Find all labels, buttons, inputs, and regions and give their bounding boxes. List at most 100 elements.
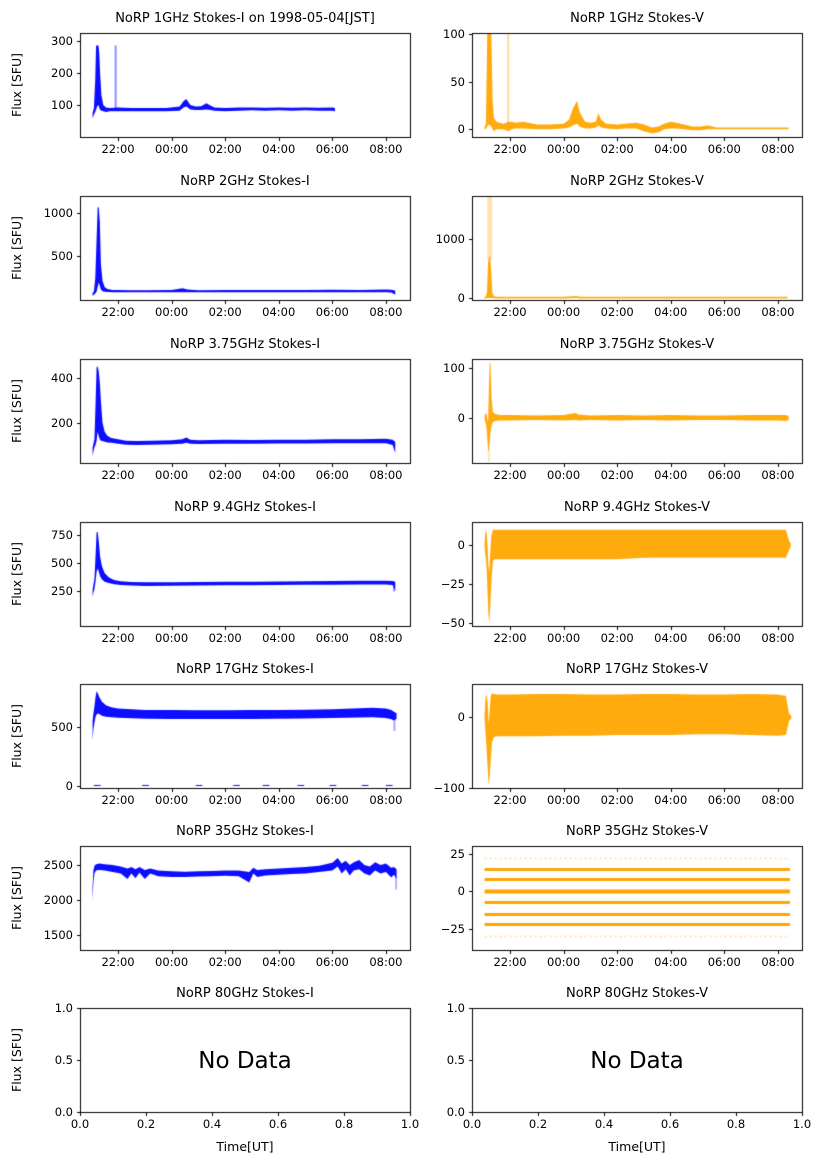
x-tick-label: 02:00	[208, 955, 242, 969]
x-tick-label: 02:00	[208, 468, 242, 482]
plot-area	[0, 0, 413, 163]
subplot-cell: NoRP 80GHz Stokes-V Time[UT] No Data 0.0…	[413, 975, 827, 1169]
subplot-cell: NoRP 9.4GHz Stokes-I Flux [SFU] 22:00 00:…	[0, 489, 413, 652]
x-tick-label: 08:00	[761, 955, 795, 969]
x-tick-label: 0.4	[594, 1117, 614, 1131]
x-axis-label: Time[UT]	[608, 1139, 666, 1154]
x-tick-label: 06:00	[707, 142, 741, 156]
x-tick-label: 04:00	[262, 631, 296, 645]
y-tick-label: 500	[51, 249, 73, 264]
x-tick-label: 06:00	[315, 631, 349, 645]
subplot-cell: NoRP 17GHz Stokes-I Flux [SFU] 22:00 00:0…	[0, 651, 413, 814]
x-tick-label: 00:00	[155, 468, 189, 482]
x-tick-label: 02:00	[600, 631, 634, 645]
x-tick-label: 22:00	[493, 631, 527, 645]
x-tick-label: 00:00	[547, 468, 581, 482]
x-tick-label: 02:00	[600, 468, 634, 482]
plot-title: NoRP 17GHz Stokes-V	[566, 662, 708, 677]
x-tick-label: 06:00	[315, 142, 349, 156]
x-tick-label: 0.0	[70, 1117, 90, 1131]
x-tick-label: 02:00	[600, 793, 634, 807]
y-tick-label: 250	[51, 583, 73, 598]
no-data-text: No Data	[198, 1048, 292, 1074]
plot-area	[413, 163, 827, 326]
subplot-cell: NoRP 35GHz Stokes-V 22:00 00:00 02:00 04:00…	[413, 813, 827, 976]
x-tick-label: 0.6	[660, 1117, 680, 1131]
y-tick-label: 1000	[43, 205, 73, 220]
plot-title: NoRP 80GHz Stokes-V	[566, 986, 708, 1001]
x-tick-label: 22:00	[493, 142, 527, 156]
plot-title: NoRP 3.75GHz Stokes-I	[169, 337, 321, 352]
y-axis-label: Flux [SFU]	[9, 379, 24, 443]
y-tick-label: 2000	[43, 893, 73, 908]
y-tick-label: 0.0	[54, 1105, 73, 1119]
x-tick-label: 00:00	[547, 631, 581, 645]
y-tick-label: 200	[51, 65, 73, 80]
x-tick-label: 0.4	[202, 1117, 222, 1131]
y-tick-label: 0.5	[446, 1053, 465, 1067]
x-tick-label: 08:00	[761, 793, 795, 807]
y-tick-label: −100	[433, 781, 465, 795]
x-tick-label: 06:00	[315, 305, 349, 319]
subplot-cell: NoRP 17GHz Stokes-V 22:00 00:00 02:00 04:00…	[413, 651, 827, 814]
y-tick-label: 0	[457, 538, 465, 553]
x-tick-label: 1.0	[792, 1117, 812, 1131]
plot-title: NoRP 3.75GHz Stokes-V	[559, 337, 715, 352]
x-tick-label: 04:00	[654, 468, 688, 482]
x-tick-label: 02:00	[600, 305, 634, 319]
x-tick-label: 00:00	[155, 955, 189, 969]
subplot-cell: NoRP 9.4GHz Stokes-V 22:00 00:00 02:00 04:0…	[413, 489, 827, 652]
x-tick-label: 06:00	[707, 793, 741, 807]
x-tick-label: 06:00	[315, 793, 349, 807]
x-tick-label: 00:00	[547, 955, 581, 969]
plot-area	[413, 651, 827, 814]
plot-area	[0, 489, 413, 652]
x-tick-label: 02:00	[208, 305, 242, 319]
x-tick-label: 06:00	[707, 631, 741, 645]
x-tick-label: 00:00	[547, 142, 581, 156]
y-tick-label: 1.0	[446, 1001, 465, 1015]
x-tick-label: 04:00	[262, 305, 296, 319]
x-tick-label: 22:00	[493, 468, 527, 482]
y-tick-label: 300	[51, 33, 73, 48]
y-tick-label: 50	[450, 74, 465, 89]
x-tick-label: 0.2	[528, 1117, 548, 1131]
subplot-cell: NoRP 2GHz Stokes-I Flux [SFU] 22:00 00:00…	[0, 163, 413, 326]
plot-area	[413, 326, 827, 489]
y-tick-label: −25	[440, 577, 465, 592]
subplot-cell: NoRP 3.75GHz Stokes-I Flux [SFU] 22:00 00…	[0, 326, 413, 489]
y-tick-label: 25	[450, 846, 465, 861]
plot-title: NoRP 35GHz Stokes-I	[176, 824, 314, 839]
plot-title: NoRP 80GHz Stokes-I	[176, 986, 314, 1001]
plot-area	[413, 975, 827, 1169]
y-tick-label: 750	[51, 528, 73, 543]
x-tick-label: 08:00	[761, 631, 795, 645]
y-tick-label: 1000	[435, 232, 465, 247]
x-tick-label: 06:00	[707, 305, 741, 319]
plot-title: NoRP 35GHz Stokes-V	[566, 824, 708, 839]
x-tick-label: 0.6	[268, 1117, 288, 1131]
y-tick-label: 2500	[43, 857, 73, 872]
x-tick-label: 08:00	[761, 305, 795, 319]
x-tick-label: 22:00	[101, 793, 135, 807]
subplot-cell: NoRP 35GHz Stokes-I Flux [SFU] 22:00 00:0…	[0, 813, 413, 976]
x-tick-label: 00:00	[547, 305, 581, 319]
x-tick-label: 04:00	[654, 955, 688, 969]
plot-area	[0, 813, 413, 976]
plot-title: NoRP 2GHz Stokes-V	[570, 174, 704, 189]
subplot-cell: NoRP 1GHz Stokes-V 22:00 00:00 02:00 04:00 0…	[413, 0, 827, 163]
x-tick-label: 08:00	[369, 955, 403, 969]
x-tick-label: 06:00	[707, 955, 741, 969]
x-tick-label: 00:00	[155, 793, 189, 807]
x-tick-label: 04:00	[262, 468, 296, 482]
x-tick-label: 02:00	[208, 793, 242, 807]
no-data-text: No Data	[590, 1048, 684, 1074]
x-tick-label: 08:00	[369, 468, 403, 482]
y-tick-label: 0	[65, 779, 73, 793]
y-tick-label: 0	[457, 710, 465, 725]
x-tick-label: 08:00	[369, 793, 403, 807]
x-tick-label: 00:00	[547, 793, 581, 807]
x-tick-label: 06:00	[315, 468, 349, 482]
x-tick-label: 0.8	[726, 1117, 746, 1131]
